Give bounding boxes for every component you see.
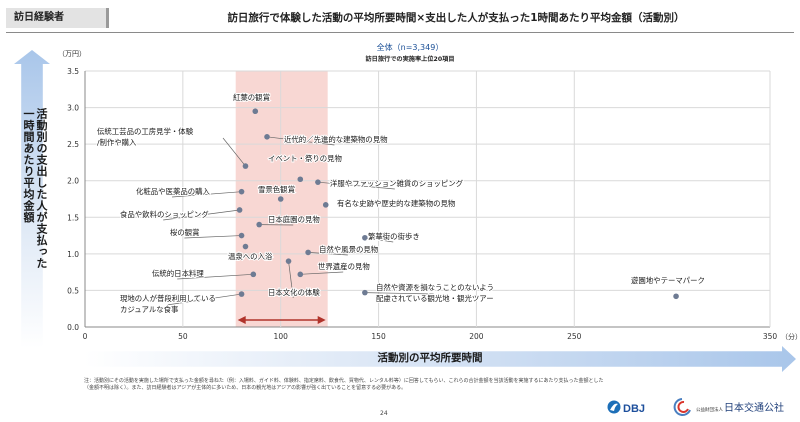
jtb-logo: 公益財団法人 日本交通公社 — [673, 398, 784, 416]
leader-line — [317, 181, 395, 190]
data-point — [242, 163, 249, 169]
data-label: 遊園地やテーマパーク — [631, 276, 705, 285]
x-tick-label: 350 — [763, 332, 778, 341]
y-unit-label: （万円） — [58, 50, 86, 58]
data-label: 伝統的日本料理 — [152, 269, 204, 278]
data-label: 自然や資源を損なうことのないよう — [376, 283, 494, 292]
data-point — [256, 221, 262, 228]
data-label: イベント・祭りの見物 — [268, 154, 343, 163]
data-point — [238, 188, 245, 195]
scatter-chart: 0.0 0.5 1.0 1.5 2.0 2.5 3.0 3.5 0 50 100 150 200 250 3… — [58, 42, 800, 341]
data-point — [305, 249, 311, 256]
leader-line — [300, 271, 344, 275]
leader-line — [171, 191, 242, 198]
data-point — [250, 271, 257, 278]
chart-subtitle: 訪日旅行での実施率上位20項目 — [365, 55, 454, 63]
page-number: 24 — [380, 410, 388, 417]
data-point — [297, 271, 304, 278]
data-label: 世界遺産の見物 — [318, 262, 370, 271]
jtb-logo-text: 日本交通公社 — [724, 401, 784, 414]
data-label: /制作や購入 — [97, 138, 137, 147]
dbj-logo: DBJ — [607, 400, 645, 415]
highlight-arrow-head-left — [237, 316, 246, 324]
data-point — [277, 196, 284, 202]
x-tick-label: 200 — [469, 332, 484, 341]
data-label: 紅葉の観賞 — [233, 93, 270, 102]
x-tick-label: 50 — [178, 332, 188, 341]
y-tick-label: 1.5 — [67, 213, 79, 222]
data-point — [673, 293, 679, 300]
leader-line — [266, 136, 335, 146]
x-unit-label: （分） — [781, 332, 800, 341]
leader-line — [364, 237, 394, 243]
leader-line — [177, 273, 254, 280]
data-label: 桜の観賞 — [170, 228, 200, 237]
x-tick-label: 0 — [83, 332, 88, 341]
data-label: 洋服やファッション雑貨のショッピング — [330, 179, 464, 188]
data-label: 日本文化の体験 — [268, 288, 320, 297]
data-point — [242, 243, 249, 250]
x-tick-label: 250 — [567, 332, 582, 341]
page-title: 訪日旅行で体験した活動の平均所要時間×支出した人が支払った1時間あたり平均金額（… — [227, 12, 685, 24]
data-point — [264, 134, 270, 140]
y-axis-label: 活動別の支出した人が支払った一時間あたり平均金額 — [22, 108, 48, 269]
leader-line — [222, 137, 246, 167]
data-label: 配慮されている観光地・観光ツアー — [376, 294, 494, 303]
jtb-logo-small: 公益財団法人 — [696, 406, 723, 413]
data-label: 繁華街の街歩き — [368, 232, 420, 241]
data-point — [297, 176, 304, 183]
data-point — [322, 202, 329, 208]
x-tick-label: 150 — [371, 332, 386, 341]
section-tag: 訪日経験者 — [6, 8, 109, 28]
y-tick-label: 0.5 — [67, 286, 79, 295]
data-label: 伝統工芸品の工房見学・体験 — [97, 127, 194, 136]
highlight-arrow-head-right — [317, 316, 326, 324]
y-tick-label: 3.5 — [67, 67, 79, 76]
data-label: 日本庭園の見物 — [268, 215, 320, 224]
x-tick-label: 100 — [274, 332, 289, 341]
data-label: 雪景色観賞 — [258, 185, 295, 194]
data-point — [238, 291, 245, 297]
leader-line — [184, 235, 242, 239]
footnote: 注：活動別にその活動を実施した場所で支払った金額を尋ねた（例：入場料、ガイド料、… — [84, 378, 604, 391]
data-label: 化粧品や医薬品の購入 — [136, 187, 211, 196]
leader-line — [288, 261, 294, 299]
data-label: 近代的／先進的な建築物の見物 — [284, 135, 388, 144]
y-tick-label: 2.0 — [67, 177, 79, 186]
data-label: 自然や風景の見物 — [319, 245, 379, 254]
leader-line — [364, 292, 434, 295]
chart-title: 全体（n=3,349） — [377, 42, 444, 52]
y-tick-label: 1.0 — [67, 250, 79, 259]
data-label: 温泉への入浴 — [228, 252, 273, 261]
header-divider — [6, 32, 794, 33]
data-label: 現地の人が普段利用している — [120, 294, 216, 303]
data-label: 食品や飲料のショッピング — [120, 210, 209, 219]
leader-line — [163, 209, 240, 221]
data-point — [315, 179, 321, 185]
data-point — [362, 289, 368, 296]
data-point — [236, 207, 243, 213]
y-tick-label: 0.0 — [67, 323, 79, 332]
y-tick-label: 3.0 — [67, 104, 79, 113]
leader-line — [166, 293, 242, 306]
dbj-logo-text: DBJ — [623, 403, 645, 415]
data-point — [252, 108, 259, 115]
data-point — [362, 234, 368, 241]
data-point — [285, 258, 292, 264]
leader-line — [308, 252, 348, 256]
data-point — [238, 232, 245, 239]
x-axis-label: 活動別の平均所要時間 — [377, 352, 483, 364]
data-label: カジュアルな食事 — [120, 305, 179, 314]
y-tick-label: 2.5 — [67, 140, 79, 149]
data-label: 有名な史跡や歴史的な建築物の見物 — [337, 199, 456, 208]
